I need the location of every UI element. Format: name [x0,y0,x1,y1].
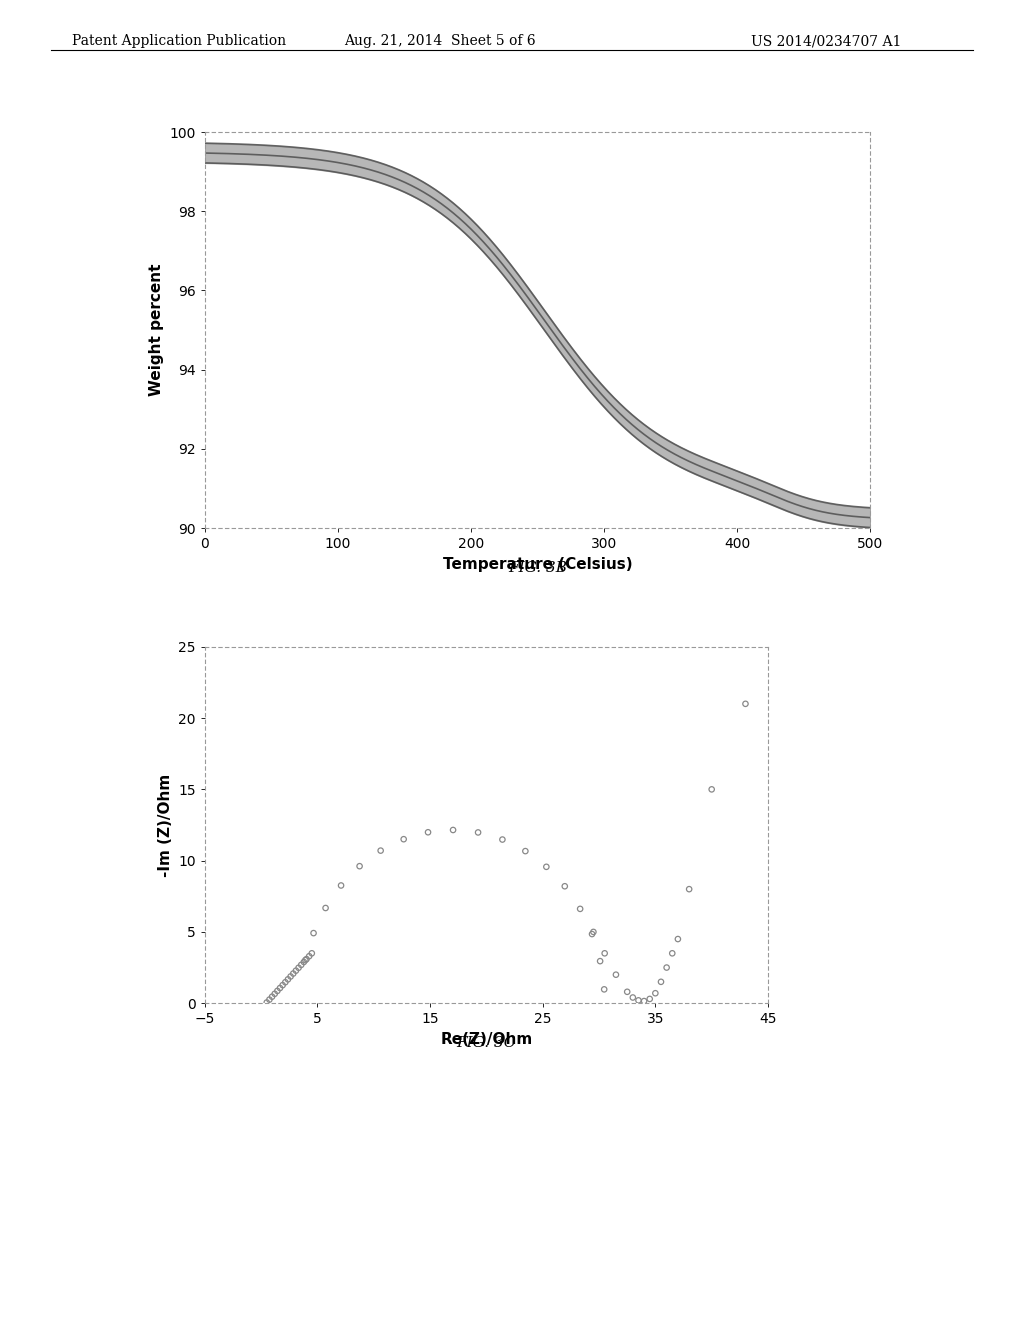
Point [278,972,294,993]
Point [303,942,319,964]
Point [291,957,307,978]
Point [297,949,313,970]
Point [636,990,652,1011]
Point [647,982,664,1003]
Point [274,974,291,995]
Point [670,928,686,949]
Y-axis label: -Im (Z)/Ohm: -Im (Z)/Ohm [158,774,173,876]
Point [271,978,288,999]
X-axis label: Temperature (Celsius): Temperature (Celsius) [442,557,633,572]
Point [495,829,511,850]
Point [653,972,670,993]
Point [351,855,368,876]
Point [285,964,301,985]
Point [641,989,658,1010]
Point [557,875,573,896]
Point [269,981,286,1002]
Point [539,857,555,878]
Point [288,960,304,981]
Point [703,779,720,800]
Point [608,964,625,985]
Point [592,950,608,972]
Point [584,924,600,945]
Point [258,991,274,1012]
Point [618,981,635,1002]
Point [625,987,641,1008]
Point [301,945,317,966]
Point [266,983,283,1005]
Text: Patent Application Publication: Patent Application Publication [72,34,286,49]
Point [317,898,334,919]
Point [293,954,309,975]
Text: US 2014/0234707 A1: US 2014/0234707 A1 [751,34,901,49]
Point [298,949,314,970]
Point [665,942,681,964]
Point [572,899,589,920]
Point [681,879,697,900]
Text: FIG. 3B: FIG. 3B [508,561,567,576]
Point [283,966,299,987]
Point [373,840,389,861]
Point [280,969,296,990]
Point [517,841,534,862]
Point [596,979,612,1001]
Point [596,942,612,964]
Point [420,822,436,843]
Point [586,921,602,942]
Point [296,952,312,973]
Point [264,986,281,1007]
Text: FIG. 3C: FIG. 3C [457,1036,516,1051]
Point [631,990,647,1011]
Point [470,822,486,843]
Point [658,957,675,978]
Point [395,829,412,850]
Text: Aug. 21, 2014  Sheet 5 of 6: Aug. 21, 2014 Sheet 5 of 6 [344,34,537,49]
X-axis label: Re(Z)/Ohm: Re(Z)/Ohm [440,1032,532,1047]
Point [261,989,278,1010]
Point [444,820,461,841]
Point [737,693,754,714]
Point [333,875,349,896]
Y-axis label: Weight percent: Weight percent [148,264,164,396]
Point [305,923,322,944]
